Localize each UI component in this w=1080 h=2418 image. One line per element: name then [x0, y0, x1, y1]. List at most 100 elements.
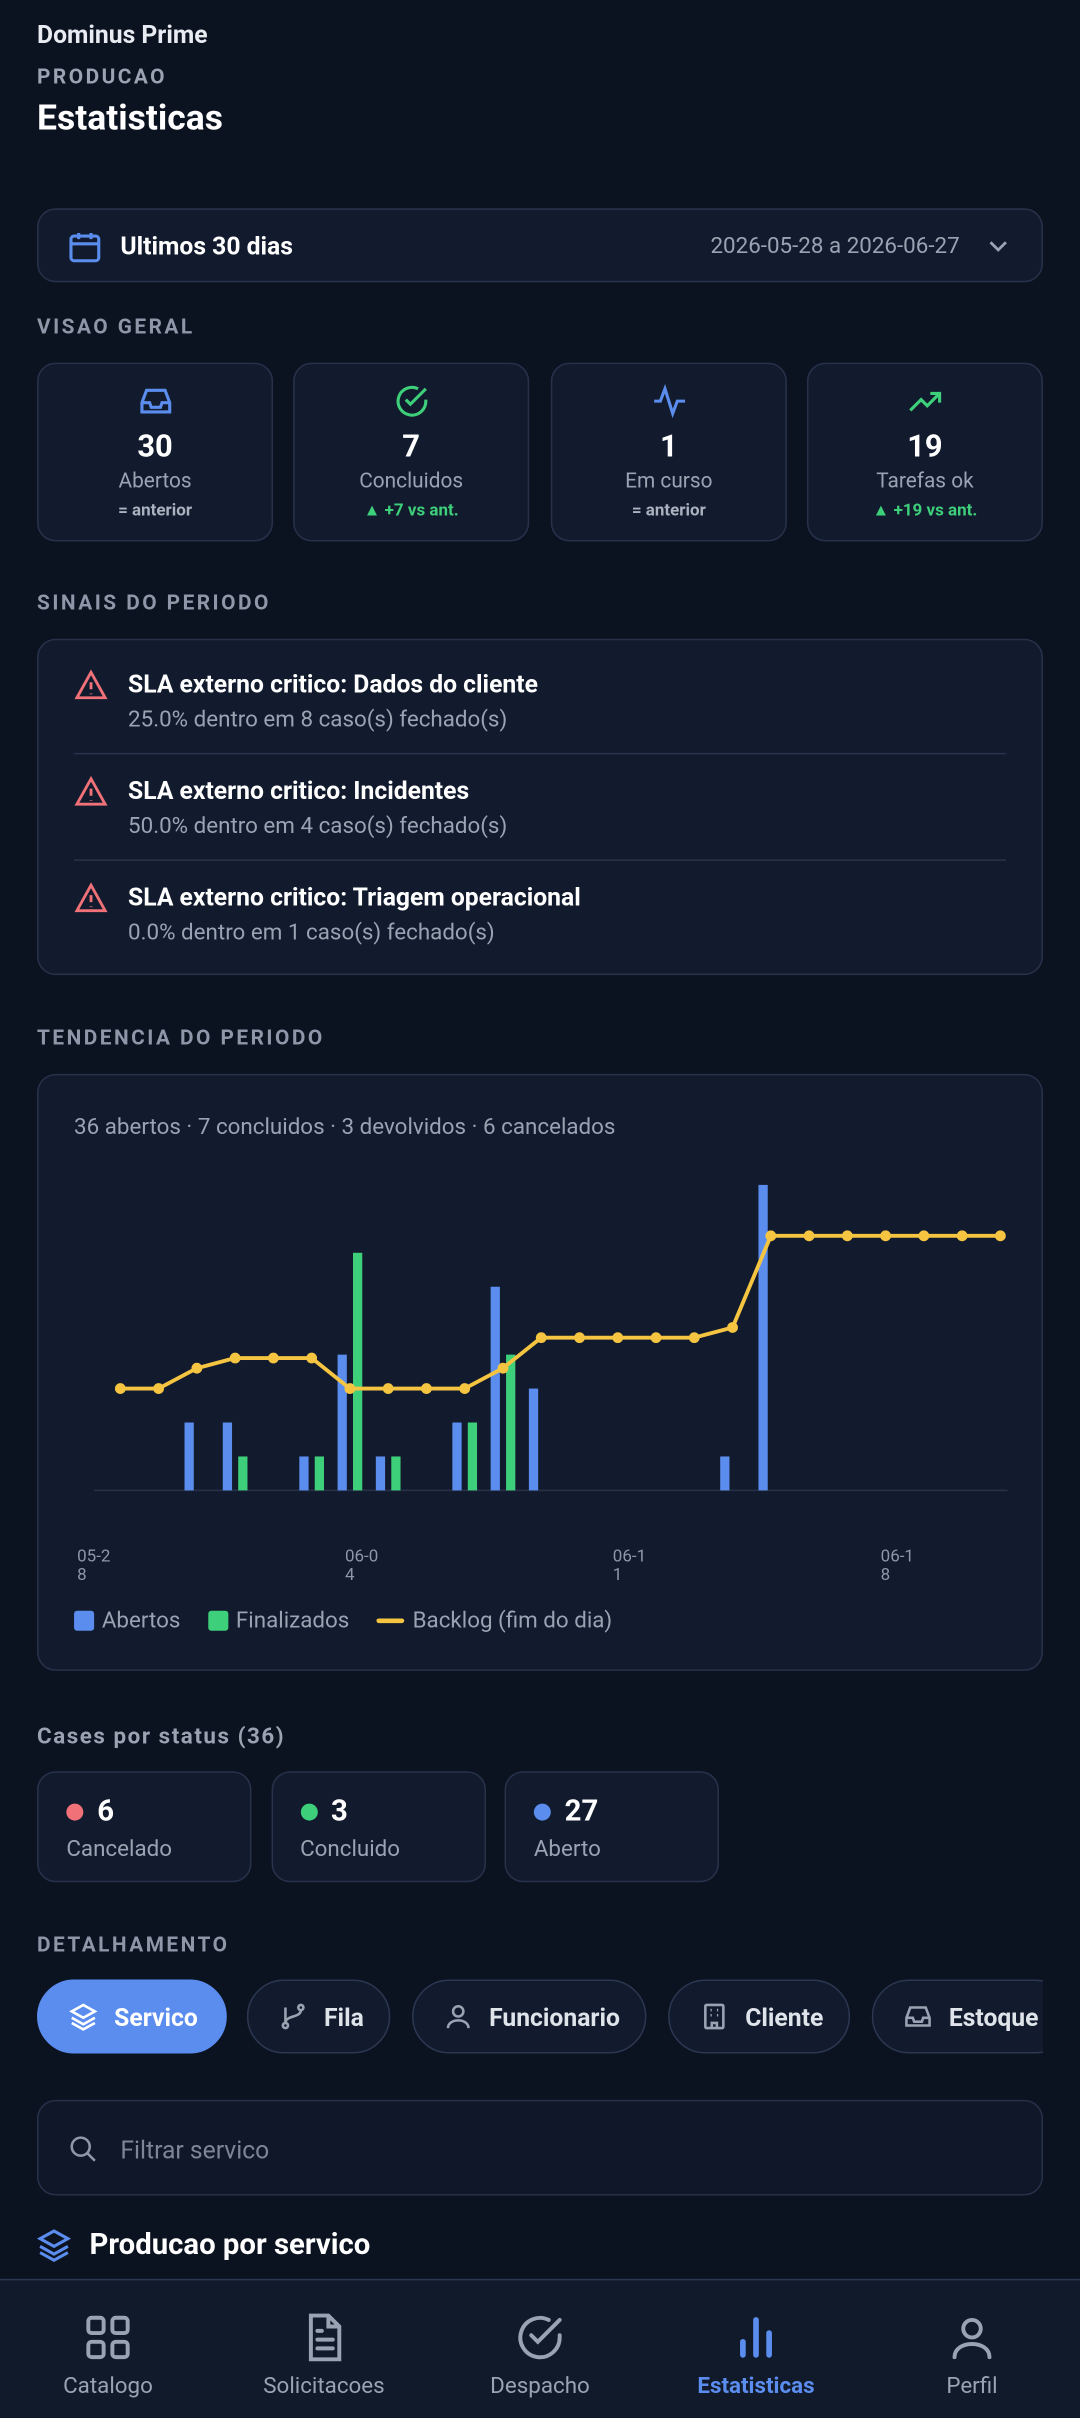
calendar-icon [69, 232, 101, 263]
stat-delta: ▲ +19 vs ant. [872, 499, 978, 520]
section-title: VISAO GERAL [37, 314, 195, 340]
stat-card: 7 Concluidos ▲ +7 vs ant. [293, 362, 530, 542]
legend-item: Finalizados [208, 1608, 349, 1634]
status-dot [533, 1803, 551, 1821]
legend-swatch [377, 1618, 405, 1624]
status-value: 6 [97, 1792, 115, 1829]
status-label: Concluido [300, 1835, 401, 1863]
status-card: 27 Aberto [504, 1771, 719, 1883]
warning-icon [74, 669, 108, 700]
bar [222, 1422, 233, 1491]
stat-label: Concluidos [359, 469, 464, 494]
tab[interactable]: Estoque [871, 1979, 1043, 2054]
list-title: Producao por servico [89, 2226, 371, 2262]
bar [391, 1456, 401, 1491]
legend-swatch [74, 1610, 95, 1631]
nav-label[interactable]: Estatisticas [697, 2372, 815, 2400]
bar [506, 1354, 516, 1491]
tab-clip: Estoque [871, 1979, 1043, 2054]
bar [720, 1456, 730, 1491]
bar [375, 1456, 386, 1491]
tab-label: Fila [323, 2001, 364, 2032]
stat-card: 19 Tarefas ok ▲ +19 vs ant. [806, 362, 1043, 542]
trend-icon [908, 391, 941, 412]
status-dot [66, 1803, 84, 1821]
stat-card: 1 Em curso = anterior [550, 362, 787, 542]
tab-label: Cliente [745, 2001, 824, 2032]
point [612, 1332, 624, 1344]
signal-detail: 25.0% dentro em 8 caso(s) fechado(s) [128, 706, 508, 733]
bar [353, 1252, 363, 1491]
stat-label: Tarefas ok [876, 469, 974, 494]
chart-subtitle: 36 abertos · 7 concluidos · 3 devolvidos… [74, 1113, 616, 1141]
point [994, 1230, 1006, 1242]
point [535, 1332, 547, 1344]
nav-label[interactable]: Solicitacoes [263, 2372, 385, 2400]
point [765, 1230, 777, 1242]
tab[interactable]: Cliente [668, 1979, 851, 2054]
signal-title: SLA externo critico: Triagem operacional [128, 882, 581, 912]
section-title: TENDENCIA DO PERIODO [37, 1025, 325, 1051]
section-title: DETALHAMENTO [37, 1933, 230, 1958]
point [688, 1332, 700, 1344]
point [880, 1230, 891, 1242]
period-selector[interactable]: Ultimos 30 dias 2026-05-28 a 2026-06-27 [37, 208, 1043, 283]
nav-glyph [86, 2315, 130, 2360]
stat-delta: = anterior [118, 499, 193, 520]
tab-label: Estoque [948, 2001, 1039, 2032]
nav-icon [946, 2311, 998, 2363]
stat-card: 30 Abertos = anterior [37, 362, 274, 542]
warning-icon [74, 882, 108, 913]
tab-active[interactable]: Servico [37, 1979, 227, 2054]
bar [184, 1422, 194, 1491]
bottom-nav: Catalogo Solicitacoes Despacho Estatisticas… [0, 2278, 1080, 2418]
point [191, 1362, 203, 1374]
status-dot [300, 1803, 318, 1821]
stat-value: 19 [907, 427, 943, 465]
status-card: 6 Cancelado [37, 1771, 252, 1883]
app-name: Dominus Prime [37, 20, 208, 50]
point [459, 1383, 471, 1394]
point [841, 1230, 853, 1242]
nav-glyph [740, 2317, 772, 2358]
bar [467, 1422, 478, 1491]
legend-item: Abertos [74, 1608, 180, 1634]
stat-label: Em curso [625, 469, 713, 494]
stat-value: 30 [137, 427, 173, 465]
signal-title: SLA externo critico: Incidentes [128, 776, 470, 806]
point [267, 1352, 279, 1364]
legend-item: Backlog (fim do dia) [377, 1608, 612, 1634]
point [574, 1332, 585, 1344]
nav-glyph [308, 2313, 342, 2362]
divider [74, 752, 1006, 755]
tab[interactable]: Funcionario [411, 1979, 647, 2054]
nav-icon [730, 2311, 782, 2363]
status-card: 3 Concluido [270, 1771, 486, 1883]
period-label: Ultimos 30 dias [120, 231, 293, 261]
stat-delta: = anterior [631, 499, 706, 520]
page-title: Estatisticas [37, 97, 223, 139]
period-range: 2026-05-28 a 2026-06-27 [710, 232, 960, 260]
x-tick-label: 06-04 [344, 1545, 379, 1585]
nav-label[interactable]: Catalogo [63, 2372, 153, 2400]
nav-label[interactable]: Despacho [490, 2372, 590, 2400]
stat-value: 1 [659, 427, 678, 465]
point [650, 1332, 662, 1344]
point [803, 1230, 815, 1242]
point [421, 1383, 432, 1394]
tab[interactable]: Fila [246, 1979, 391, 2054]
activity-icon [653, 384, 685, 419]
legend-label: Backlog (fim do dia) [412, 1607, 613, 1634]
nav-label[interactable]: Perfil [946, 2372, 998, 2400]
search-placeholder: Filtrar servico [120, 2135, 270, 2165]
point [153, 1383, 165, 1394]
point [114, 1383, 126, 1394]
search-box[interactable]: Filtrar servico [37, 2099, 1043, 2196]
signal-title: SLA externo critico: Dados do cliente [128, 669, 538, 699]
legend-swatch [208, 1610, 229, 1631]
stat-value: 7 [402, 427, 421, 465]
chart-card: 36 abertos · 7 concluidos · 3 devolvidos… [37, 1073, 1043, 1671]
check-icon [395, 385, 427, 417]
